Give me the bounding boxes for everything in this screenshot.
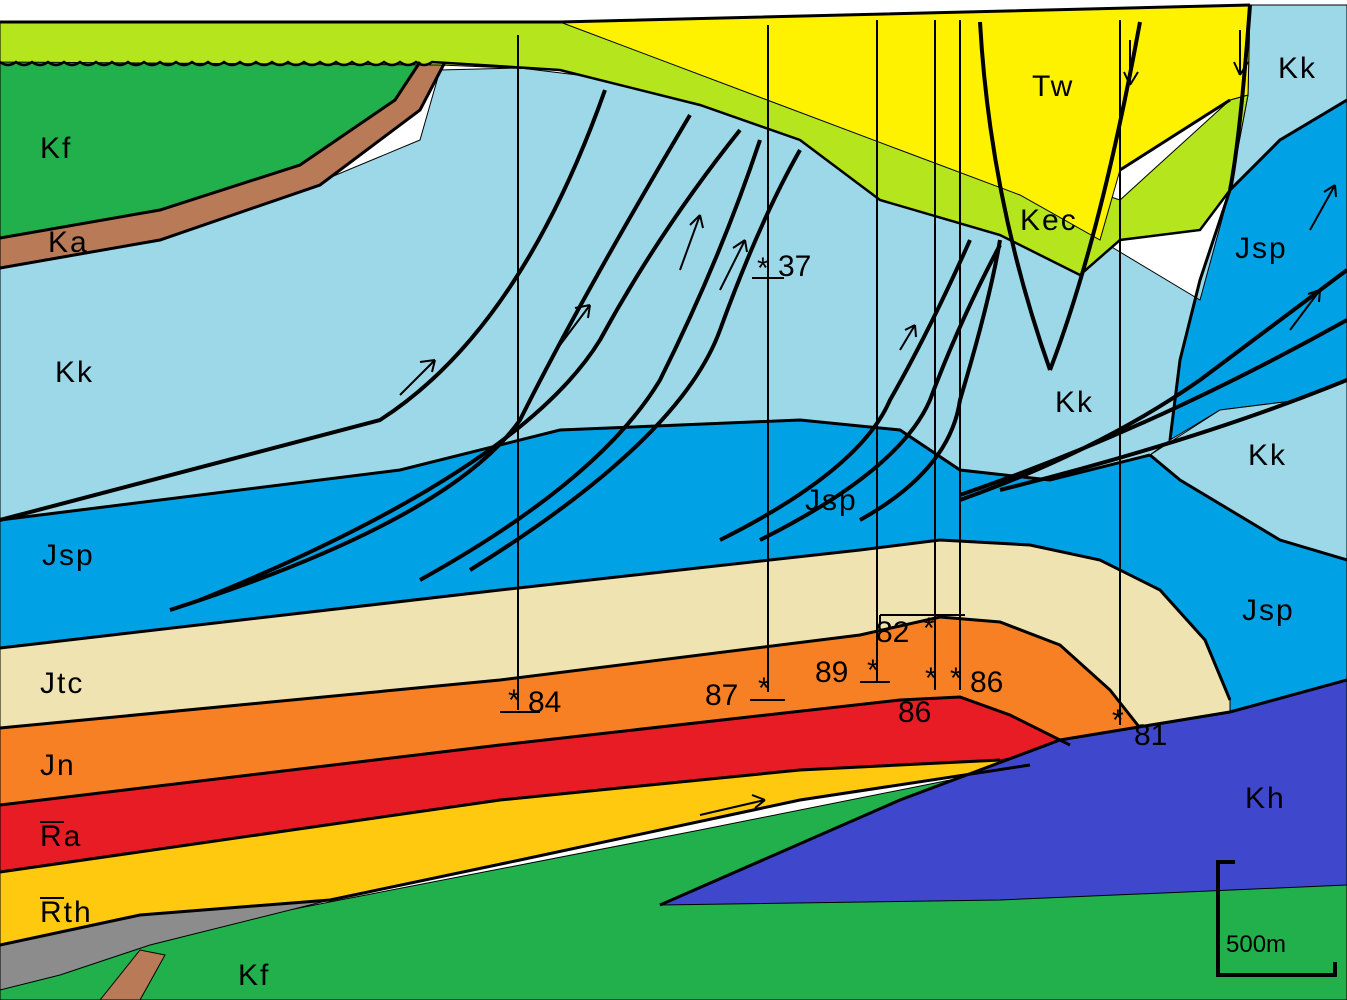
svg-text:*: * [950,662,962,695]
svg-text:89: 89 [815,656,848,689]
svg-text:86: 86 [898,696,931,729]
svg-text:*: * [923,612,935,645]
unit-label-trth: Rth [40,896,93,929]
svg-text:*: * [508,684,520,717]
unit-label-kk-topright: Kk [1278,52,1317,85]
unit-label-kk-right: Kk [1248,439,1287,472]
svg-text:*: * [1112,704,1124,737]
unit-label-jsp-left: Jsp [42,539,95,572]
svg-text:81: 81 [1134,719,1167,752]
well-87: 87 * [705,672,770,712]
unit-label-ka: Ka [48,226,89,259]
well-lines [500,20,1121,725]
svg-text:500m: 500m [1226,931,1286,958]
scale-bar: 500m [1216,860,1337,977]
well-82: 82 * [876,612,935,649]
svg-text:*: * [925,662,937,695]
well-89: 89 * [815,654,879,689]
unit-label-jtc: Jtc [40,667,84,700]
svg-text:Ra: Ra [40,820,82,853]
unit-label-jsp-right-upper: Jsp [1235,232,1288,265]
unit-label-kk-left: Kk [55,356,94,389]
unit-label-kk-center: Kk [1055,386,1094,419]
well-86-right: * 86 [950,662,1003,699]
unit-label-jsp-right-lower: Jsp [1242,594,1295,627]
contact-lines [0,3,1347,947]
well-84: * 84 [508,684,561,719]
unit-label-kf-lower: Kf [238,959,270,992]
unit-label-kf-upper: Kf [40,132,72,165]
svg-text:Rth: Rth [40,896,93,929]
unit-label-kh: Kh [1245,782,1286,815]
well-86-left: * 86 [898,662,937,729]
unit-label-jn: Jn [40,749,76,782]
unit-ka-lower [99,949,166,1000]
svg-text:*: * [867,654,879,687]
svg-text:37: 37 [778,250,811,283]
fault-arrows [399,30,1337,816]
unconformity [0,60,1231,277]
svg-text:82: 82 [876,616,909,649]
svg-text:*: * [758,672,770,705]
unit-label-jsp-center: Jsp [805,484,858,517]
svg-text:*: * [757,252,769,285]
svg-text:86: 86 [970,666,1003,699]
svg-text:87: 87 [705,679,738,712]
unit-label-tra: Ra [40,820,82,853]
unit-label-tw: Tw [1032,70,1074,103]
svg-text:84: 84 [528,686,561,719]
unit-label-kec: Kec [1020,204,1078,237]
well-37: * 37 [757,250,811,285]
well-81: * 81 [1112,704,1167,752]
